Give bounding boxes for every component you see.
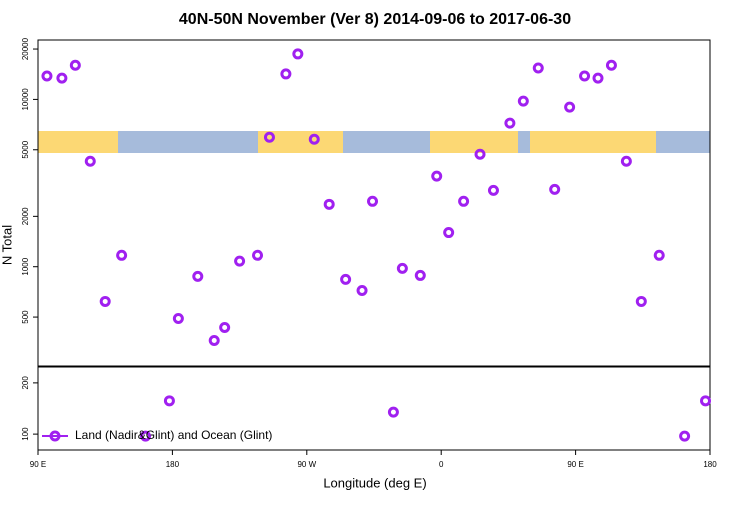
land [258, 131, 343, 153]
point [653, 249, 665, 261]
point [487, 184, 499, 196]
point [252, 249, 264, 261]
point [635, 295, 647, 307]
point [458, 195, 470, 207]
point [592, 72, 604, 84]
point [443, 227, 455, 239]
y-tick-label: 5000 [21, 140, 30, 158]
point [208, 335, 220, 347]
point [172, 313, 184, 325]
point [679, 430, 691, 442]
y-tick-label: 200 [21, 376, 30, 390]
x-tick-label: 90 W [297, 460, 316, 469]
point [549, 183, 561, 195]
upper-frame [37, 39, 711, 367]
point [474, 148, 486, 160]
point [192, 270, 204, 282]
point [532, 62, 544, 74]
point [620, 155, 632, 167]
point [414, 269, 426, 281]
point [41, 70, 53, 82]
x-tick-label: 90 E [30, 460, 46, 469]
point [56, 72, 68, 84]
y-tick-label: 1000 [21, 257, 30, 275]
point [234, 255, 246, 267]
point [116, 249, 128, 261]
point [605, 59, 617, 71]
point [280, 68, 292, 80]
point [99, 295, 111, 307]
point [431, 170, 443, 182]
x-tick-label: 90 E [567, 460, 583, 469]
point [308, 133, 320, 145]
point [700, 395, 712, 407]
point [163, 395, 175, 407]
point [140, 430, 152, 442]
point [219, 322, 231, 334]
point [263, 131, 275, 143]
land [430, 131, 518, 153]
point [69, 59, 81, 71]
x-tick-label: 180 [703, 460, 717, 469]
point [356, 284, 368, 296]
y-tick-label: 10000 [21, 88, 30, 111]
point [323, 198, 335, 210]
lower-frame [37, 366, 711, 451]
point [504, 117, 516, 129]
y-axis-label: N Total [0, 225, 14, 265]
x-tick-label: 180 [166, 460, 180, 469]
point [84, 155, 96, 167]
chart-title: 40N-50N November (Ver 8) 2014-09-06 to 2… [179, 11, 571, 28]
point [367, 195, 379, 207]
x-axis-label: Longitude (deg E) [323, 475, 426, 490]
y-tick-label: 100 [21, 427, 30, 441]
point [517, 95, 529, 107]
y-tick-label: 500 [21, 310, 30, 324]
legend-label: Land (Nadir&Glint) and Ocean (Glint) [75, 428, 272, 442]
point [579, 70, 591, 82]
y-tick-label: 2000 [21, 207, 30, 225]
point [564, 101, 576, 113]
point [292, 48, 304, 60]
land [530, 131, 656, 153]
x-tick-label: 0 [439, 460, 444, 469]
point [340, 273, 352, 285]
point [396, 262, 408, 274]
point [387, 406, 399, 418]
legend-marker [49, 430, 61, 442]
map-strip [38, 131, 710, 153]
y-tick-label: 20000 [21, 37, 30, 60]
land [38, 131, 118, 153]
